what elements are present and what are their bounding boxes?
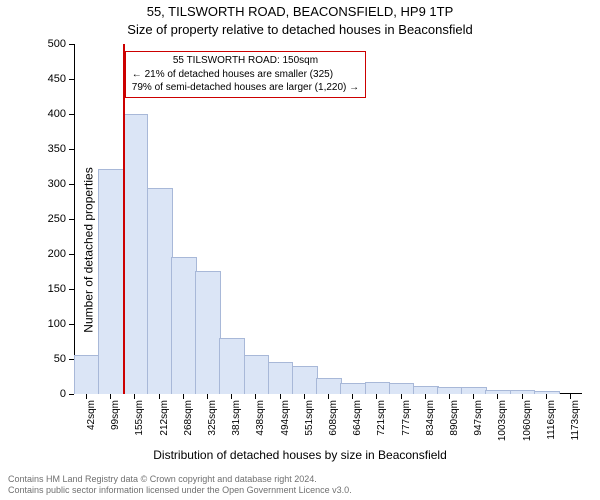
ytick-label: 450 [48, 73, 66, 85]
histogram-bar [365, 382, 391, 394]
chart-subtitle: Size of property relative to detached ho… [0, 22, 600, 37]
ytick-label: 350 [48, 143, 66, 155]
ytick-label: 250 [48, 213, 66, 225]
histogram-bar [123, 114, 149, 394]
annotation-line: 79% of semi-detached houses are larger (… [132, 81, 359, 95]
histogram-bar [171, 257, 197, 395]
xtick-label: 494sqm [280, 400, 291, 436]
histogram-bar [340, 383, 366, 395]
xtick-label: 438sqm [255, 400, 266, 436]
xtick-label: 721sqm [376, 400, 387, 436]
xtick-label: 1003sqm [497, 400, 508, 441]
xtick-label: 99sqm [110, 400, 121, 430]
xtick-label: 551sqm [304, 400, 315, 436]
histogram-bar [74, 355, 100, 395]
ytick-label: 150 [48, 283, 66, 295]
xtick-label: 325sqm [207, 400, 218, 436]
plot-area: 05010015020025030035040045050042sqm99sqm… [74, 44, 582, 394]
histogram-bar [268, 362, 294, 395]
ytick-label: 100 [48, 318, 66, 330]
ytick-label: 50 [54, 353, 66, 365]
histogram-bar [195, 271, 221, 395]
xtick-label: 608sqm [328, 400, 339, 436]
ytick-label: 500 [48, 38, 66, 50]
histogram-bar [461, 387, 487, 394]
xtick-label: 890sqm [449, 400, 460, 436]
xtick-label: 947sqm [473, 400, 484, 436]
footer-line-1: Contains HM Land Registry data © Crown c… [8, 474, 592, 485]
xtick-label: 664sqm [352, 400, 363, 436]
footer-line-2: Contains public sector information licen… [8, 485, 592, 496]
xtick-label: 42sqm [86, 400, 97, 430]
xtick-label: 834sqm [425, 400, 436, 436]
xtick-label: 212sqm [159, 400, 170, 436]
histogram-bar [244, 355, 270, 395]
annotation-line: 55 TILSWORTH ROAD: 150sqm [132, 54, 359, 68]
histogram-bar [413, 386, 439, 394]
histogram-bar [219, 338, 245, 394]
histogram-bar [147, 188, 173, 394]
annotation-box: 55 TILSWORTH ROAD: 150sqm← 21% of detach… [125, 51, 366, 98]
ytick-label: 0 [60, 388, 66, 400]
histogram-bar [98, 169, 124, 394]
histogram-bar [316, 378, 342, 394]
ytick-label: 400 [48, 108, 66, 120]
xtick-label: 155sqm [134, 400, 145, 436]
histogram-bar [437, 387, 463, 394]
histogram-bar [389, 383, 415, 395]
xtick-label: 381sqm [231, 400, 242, 436]
xtick-label: 1060sqm [522, 400, 533, 441]
annotation-line: ← 21% of detached houses are smaller (32… [132, 68, 359, 82]
chart-title: 55, TILSWORTH ROAD, BEACONSFIELD, HP9 1T… [0, 4, 600, 19]
xtick-label: 1173sqm [570, 400, 581, 440]
xtick-label: 777sqm [401, 400, 412, 436]
histogram-bar [292, 366, 318, 394]
ytick-label: 200 [48, 248, 66, 260]
footer-attribution: Contains HM Land Registry data © Crown c… [8, 474, 592, 497]
histogram-bar [534, 391, 560, 394]
xtick-label: 1116sqm [546, 400, 557, 440]
xtick-label: 268sqm [183, 400, 194, 436]
x-axis-label: Distribution of detached houses by size … [0, 448, 600, 462]
ytick-label: 300 [48, 178, 66, 190]
